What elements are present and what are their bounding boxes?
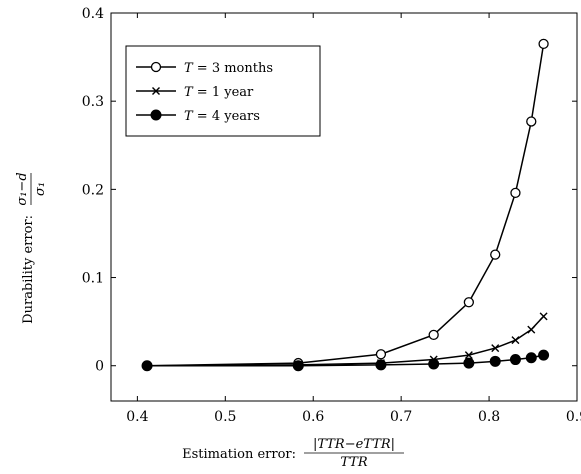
data-point-0 — [375, 349, 387, 360]
legend-label-1: T = 1 year — [184, 85, 254, 100]
y-tick-label: 0.2 — [82, 182, 104, 198]
data-point-2 — [463, 357, 475, 369]
data-point-0 — [463, 297, 475, 308]
y-axis-label-denominator: σ₁ — [33, 182, 48, 196]
y-axis-label: Durability error: σ₁−d σ₁ — [15, 172, 48, 323]
data-point-2 — [489, 355, 501, 367]
data-point-2 — [292, 360, 304, 372]
data-point-0 — [510, 187, 521, 199]
legend-marker-0 — [150, 61, 162, 73]
data-point-2 — [538, 349, 550, 361]
x-axis-label-prefix: Estimation error: — [182, 447, 296, 462]
data-point-1-stroke — [464, 351, 473, 360]
y-tick-label: 0.4 — [82, 6, 104, 22]
data-point-0 — [490, 249, 501, 260]
x-axis-label-denominator: TTR — [340, 455, 368, 470]
data-point-2 — [509, 354, 521, 366]
x-tick-label: 0.7 — [390, 409, 412, 425]
data-point-0 — [538, 38, 549, 50]
y-axis-label-prefix: Durability error: — [21, 215, 36, 324]
legend-marker-2 — [150, 109, 162, 121]
plot-frame — [110, 12, 578, 402]
legend-marker-1-stroke — [152, 87, 160, 95]
data-point-2 — [141, 360, 153, 372]
y-axis-label-numerator: σ₁−d — [15, 172, 30, 205]
x-tick-label: 0.9 — [566, 409, 581, 425]
data-point-0 — [526, 116, 537, 127]
data-point-1-stroke — [491, 344, 500, 353]
data-point-2 — [375, 359, 387, 371]
y-tick-label: 0.1 — [82, 271, 104, 287]
x-tick-label: 0.8 — [478, 409, 500, 425]
x-tick-label: 0.5 — [214, 409, 236, 425]
data-point-1 — [527, 325, 536, 334]
data-point-1 — [511, 336, 520, 345]
data-point-1-stroke — [539, 312, 548, 321]
x-tick-label: 0.6 — [302, 409, 324, 425]
legend-label-0: T = 3 months — [184, 61, 273, 76]
series-1 — [143, 312, 548, 370]
data-point-1 — [464, 351, 473, 360]
y-tick-label: 0 — [95, 359, 104, 375]
data-point-1-stroke — [511, 336, 520, 345]
data-point-1-stroke — [527, 325, 536, 334]
data-point-0 — [428, 329, 439, 341]
data-point-1 — [539, 312, 548, 321]
x-axis-label-numerator: |TTR−eTTR| — [313, 437, 395, 452]
data-point-1 — [491, 344, 500, 353]
data-point-2 — [428, 358, 440, 370]
legend-marker-1 — [152, 87, 160, 95]
y-tick-label: 0.3 — [82, 94, 104, 110]
x-tick-label: 0.4 — [126, 409, 148, 425]
data-point-2 — [525, 352, 537, 364]
x-axis-label: Estimation error: |TTR−eTTR| TTR — [182, 437, 404, 470]
legend-label-2: T = 4 years — [184, 109, 260, 124]
series-2 — [141, 349, 550, 372]
